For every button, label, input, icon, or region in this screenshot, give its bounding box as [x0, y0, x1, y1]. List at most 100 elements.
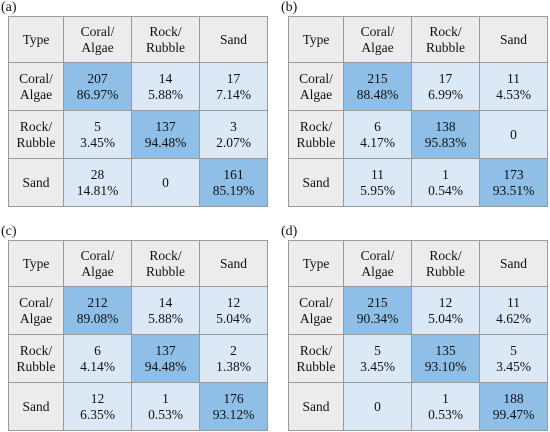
header-label-line: Algae: [81, 39, 114, 55]
header-label-line: Rock/: [429, 247, 462, 263]
corner-header: Type: [8, 240, 64, 287]
cell-count: 1: [442, 166, 449, 182]
diagonal-cell: 138 95.83%: [411, 110, 480, 159]
cell-percent: 3.45%: [80, 134, 115, 150]
cell-percent: 0.53%: [428, 406, 463, 422]
matrix-cell: 14 5.88%: [131, 62, 200, 111]
confusion-matrix-panel: (d) Type Coral/Algae Rock/Rubble Sand Coral/A…: [281, 225, 548, 431]
confusion-matrix-panel: (a) Type Coral/Algae Rock/Rubble Sand Coral/A…: [1, 1, 268, 207]
matrix-cell: 5 3.45%: [63, 110, 132, 159]
row-header: Coral/Algae: [8, 286, 64, 335]
matrix-cell: 6 4.14%: [63, 334, 132, 383]
row-label-line: Rubble: [296, 358, 336, 374]
cell-count: 12: [438, 294, 453, 310]
header-row: Type Coral/Algae Rock/Rubble Sand: [288, 240, 548, 287]
row-header: Sand: [288, 158, 344, 207]
cell-percent: 94.48%: [144, 134, 187, 150]
row-header: Coral/Algae: [288, 286, 344, 335]
column-header: Rock/Rubble: [411, 240, 480, 287]
header-label-line: Rubble: [426, 39, 465, 55]
table-row: Sand 12 6.35% 1 0.53% 176 93.12%: [8, 382, 268, 431]
row-label-line: Algae: [299, 310, 333, 326]
row-header: Sand: [288, 382, 344, 431]
row-label-line: Rubble: [16, 358, 56, 374]
matrix-cell: 28 14.81%: [63, 158, 132, 207]
cell-percent: 3.45%: [360, 358, 395, 374]
cell-percent: 3.45%: [496, 358, 531, 374]
header-row: Type Coral/Algae Rock/Rubble Sand: [8, 240, 268, 287]
confusion-matrix-panel: (b) Type Coral/Algae Rock/Rubble Sand Coral/A…: [281, 0, 548, 207]
cell-count: 137: [155, 118, 176, 134]
column-header: Rock/Rubble: [131, 240, 200, 287]
cell-percent: 95.83%: [424, 134, 467, 150]
cell-count: 28: [90, 166, 105, 182]
matrix-cell: 1 0.53%: [411, 382, 480, 431]
cell-percent: 99.47%: [492, 406, 535, 422]
header-label-line: Algae: [361, 263, 394, 279]
column-header: Rock/Rubble: [411, 16, 480, 63]
cell-count: 138: [435, 118, 456, 134]
confusion-matrix-table: Type Coral/Algae Rock/Rubble Sand Coral/Alga…: [8, 240, 268, 431]
header-label-line: Coral/: [80, 247, 115, 263]
confusion-matrix-table: Type Coral/Algae Rock/Rubble Sand Coral/Alga…: [288, 240, 548, 431]
cell-count: 207: [87, 70, 108, 86]
matrix-cell: 1 0.54%: [411, 158, 480, 207]
cell-percent: 93.12%: [212, 406, 255, 422]
row-label-line: Coral/: [19, 70, 53, 86]
column-header: Coral/Algae: [343, 240, 412, 287]
cell-percent: 1.38%: [216, 358, 251, 374]
header-label-line: Coral/: [80, 23, 115, 39]
table-row: Rock/Rubble 6 4.14% 137 94.48% 2 1.38%: [8, 334, 268, 383]
row-header: Coral/Algae: [288, 62, 344, 111]
column-header: Coral/Algae: [63, 240, 132, 287]
table-row: Coral/Algae 215 88.48% 17 6.99% 11 4.53%: [288, 62, 548, 111]
table-row: Rock/Rubble 5 3.45% 135 93.10% 5 3.45%: [288, 334, 548, 383]
row-label-line: Coral/: [299, 70, 333, 86]
cell-percent: 88.48%: [356, 86, 399, 102]
header-label-line: Rubble: [146, 39, 185, 55]
column-header: Sand: [199, 16, 268, 63]
column-header: Rock/Rubble: [131, 16, 200, 63]
cell-percent: 5.88%: [148, 86, 183, 102]
cell-count: 2: [230, 342, 237, 358]
panel-label: (b): [281, 0, 298, 15]
header-label-line: Rock/: [149, 247, 182, 263]
diagonal-cell: 212 89.08%: [63, 286, 132, 335]
matrix-cell: 11 5.95%: [343, 158, 412, 207]
column-header: Coral/Algae: [63, 16, 132, 63]
cell-count: 17: [226, 70, 241, 86]
matrix-cell: 12 5.04%: [411, 286, 480, 335]
column-header: Sand: [479, 16, 548, 63]
matrix-cell: 2 1.38%: [199, 334, 268, 383]
matrix-cell: 3 2.07%: [199, 110, 268, 159]
cell-count: 0: [510, 126, 517, 142]
cell-percent: 14.81%: [76, 182, 119, 198]
cell-count: 11: [507, 294, 520, 310]
panel-label: (c): [1, 224, 17, 239]
confusion-matrix-table: Type Coral/Algae Rock/Rubble Sand Coral/Alga…: [288, 16, 548, 207]
confusion-matrix-table: Type Coral/Algae Rock/Rubble Sand Coral/Alga…: [8, 16, 268, 207]
column-header: Coral/Algae: [343, 16, 412, 63]
matrix-cell: 11 4.62%: [479, 286, 548, 335]
cell-count: 5: [94, 118, 101, 134]
header-label-line: Coral/: [360, 247, 395, 263]
row-label-line: Rock/: [19, 118, 53, 134]
cell-count: 0: [162, 174, 169, 190]
row-label-line: Rock/: [19, 342, 53, 358]
cell-count: 12: [226, 294, 241, 310]
header-label-line: Rock/: [149, 23, 182, 39]
cell-count: 176: [223, 390, 244, 406]
corner-header: Type: [288, 16, 344, 63]
cell-count: 215: [367, 294, 388, 310]
cell-percent: 5.04%: [216, 310, 251, 326]
row-label-line: Rubble: [16, 134, 56, 150]
cell-count: 0: [374, 398, 381, 414]
cell-percent: 90.34%: [356, 310, 399, 326]
row-label-line: Coral/: [19, 294, 53, 310]
header-label-line: Rubble: [146, 263, 185, 279]
row-header: Rock/Rubble: [288, 110, 344, 159]
cell-percent: 7.14%: [216, 86, 251, 102]
matrix-cell: 12 6.35%: [63, 382, 132, 431]
row-label-line: Rock/: [299, 342, 333, 358]
matrix-cell: 5 3.45%: [479, 334, 548, 383]
